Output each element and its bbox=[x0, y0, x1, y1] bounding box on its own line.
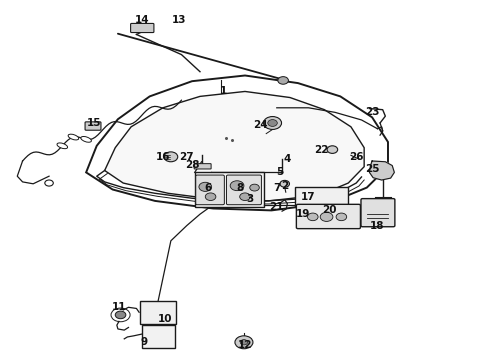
Text: 24: 24 bbox=[254, 120, 268, 130]
Polygon shape bbox=[369, 161, 394, 180]
Circle shape bbox=[320, 212, 333, 221]
Text: 25: 25 bbox=[365, 163, 379, 174]
Circle shape bbox=[250, 184, 259, 191]
Text: 6: 6 bbox=[204, 183, 212, 193]
Text: 5: 5 bbox=[276, 167, 283, 177]
FancyBboxPatch shape bbox=[196, 175, 224, 205]
Circle shape bbox=[280, 180, 290, 187]
Polygon shape bbox=[105, 91, 364, 201]
Text: 23: 23 bbox=[365, 107, 379, 117]
Circle shape bbox=[327, 146, 338, 153]
Text: 17: 17 bbox=[301, 192, 316, 202]
Circle shape bbox=[336, 213, 347, 221]
Text: 20: 20 bbox=[322, 204, 337, 215]
Circle shape bbox=[199, 182, 212, 192]
Text: 7: 7 bbox=[273, 183, 280, 193]
Text: 21: 21 bbox=[270, 202, 284, 212]
Circle shape bbox=[230, 181, 244, 191]
Text: 3: 3 bbox=[246, 194, 254, 204]
Circle shape bbox=[235, 336, 253, 349]
Polygon shape bbox=[86, 76, 388, 210]
FancyBboxPatch shape bbox=[195, 172, 264, 207]
Text: 9: 9 bbox=[141, 337, 148, 347]
Ellipse shape bbox=[68, 134, 79, 140]
Circle shape bbox=[278, 77, 289, 84]
Text: 2: 2 bbox=[281, 181, 288, 191]
Text: 28: 28 bbox=[185, 160, 199, 170]
Text: 14: 14 bbox=[134, 15, 149, 26]
Text: 8: 8 bbox=[236, 183, 244, 193]
FancyBboxPatch shape bbox=[140, 301, 176, 324]
Text: 18: 18 bbox=[370, 221, 385, 231]
Text: 26: 26 bbox=[349, 152, 364, 162]
FancyBboxPatch shape bbox=[85, 122, 101, 130]
FancyBboxPatch shape bbox=[295, 187, 348, 207]
Text: 1: 1 bbox=[220, 86, 227, 96]
Circle shape bbox=[115, 311, 126, 319]
Text: 27: 27 bbox=[179, 152, 194, 162]
Text: 22: 22 bbox=[315, 145, 329, 156]
Ellipse shape bbox=[81, 136, 92, 142]
Text: 19: 19 bbox=[296, 209, 311, 219]
FancyBboxPatch shape bbox=[296, 204, 361, 229]
Text: 13: 13 bbox=[172, 15, 186, 26]
FancyBboxPatch shape bbox=[131, 23, 154, 32]
Text: 12: 12 bbox=[238, 340, 252, 350]
FancyBboxPatch shape bbox=[194, 164, 211, 169]
Text: 4: 4 bbox=[284, 154, 291, 164]
Circle shape bbox=[164, 152, 178, 162]
Circle shape bbox=[268, 120, 277, 126]
Text: 11: 11 bbox=[112, 302, 126, 312]
FancyBboxPatch shape bbox=[142, 325, 174, 348]
FancyBboxPatch shape bbox=[226, 175, 262, 205]
Ellipse shape bbox=[57, 143, 68, 149]
Circle shape bbox=[205, 193, 216, 201]
Circle shape bbox=[308, 213, 318, 221]
Text: 16: 16 bbox=[156, 152, 170, 162]
Circle shape bbox=[240, 193, 250, 201]
FancyBboxPatch shape bbox=[361, 199, 395, 227]
Text: 15: 15 bbox=[87, 118, 101, 128]
Text: 10: 10 bbox=[158, 314, 173, 324]
Circle shape bbox=[264, 117, 282, 130]
Circle shape bbox=[240, 339, 247, 345]
